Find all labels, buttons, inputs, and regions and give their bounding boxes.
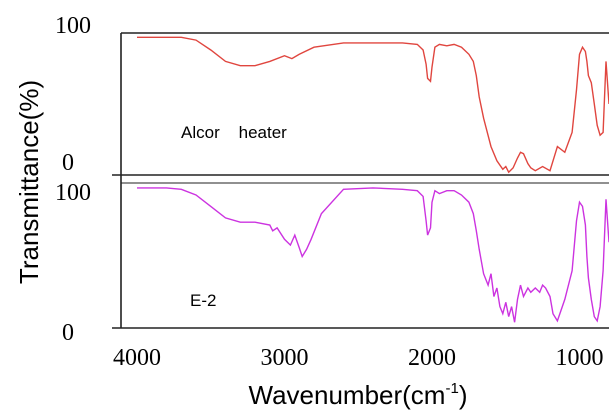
panel-label-e2: E-2: [190, 291, 216, 310]
x-tick-label: 3000: [261, 345, 309, 371]
y-tick-label: 100: [55, 180, 91, 206]
x-tick-label: 2000: [408, 345, 456, 371]
y-tick-label: 100: [55, 13, 91, 39]
x-axis-title-superscript: -1: [445, 380, 458, 397]
y-axis-title: Transmittance(%): [14, 80, 44, 284]
series-e2-line: [137, 187, 609, 323]
x-tick-label: 4000: [113, 345, 161, 371]
y-tick-label: 0: [62, 320, 74, 346]
x-axis-title-main: Wavenumber(cm: [249, 380, 446, 410]
panel-label-alcor-heater: Alcor heater: [181, 123, 287, 142]
x-axis-title: Wavenumber(cm-1): [249, 380, 468, 410]
y-tick-label: 0: [62, 150, 74, 176]
x-tick-label: 1000: [556, 345, 604, 371]
series-alcor-heater-line: [137, 36, 609, 174]
x-axis-title-close: ): [459, 380, 468, 410]
